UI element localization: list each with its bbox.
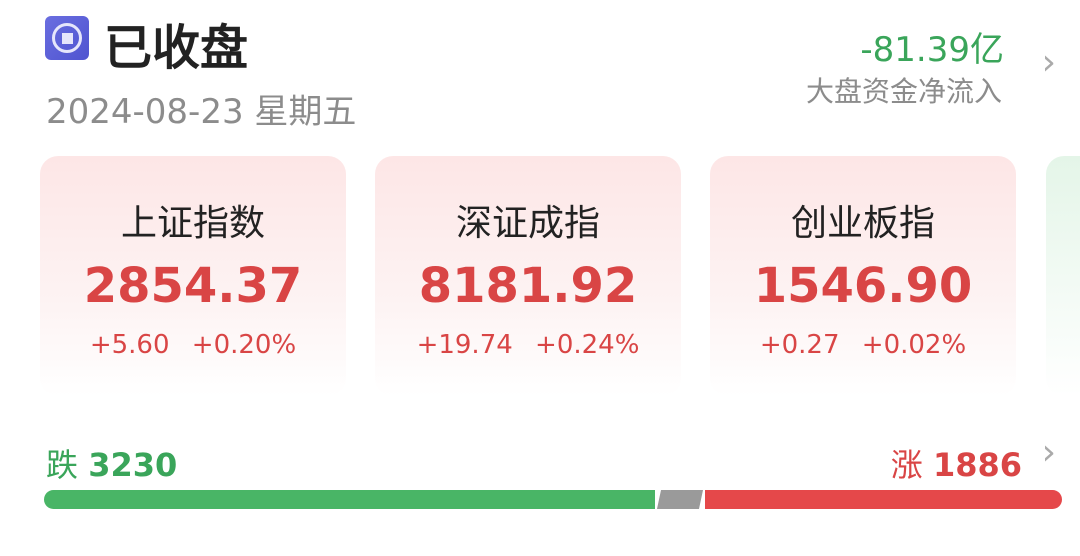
index-name: 创业板指: [790, 203, 935, 244]
fall-segment: [44, 490, 656, 509]
flat-segment: [657, 490, 704, 509]
index-percent: +0.24%: [535, 330, 640, 360]
market-status-title: 已收盘: [104, 20, 249, 76]
market-closed-icon: [45, 16, 89, 60]
index-card-shenzhen[interactable]: 深证成指 8181.92 +19.74 +0.24%: [375, 156, 681, 396]
rise-count[interactable]: 涨 1886: [891, 440, 1022, 486]
index-name: 上证指数: [120, 203, 265, 244]
fund-flow-label[interactable]: 大盘资金净流入: [805, 75, 1002, 108]
index-percent: +0.02%: [861, 330, 967, 360]
rise-segment: [705, 490, 1062, 509]
weekday-text: 星期五: [254, 92, 357, 132]
fall-count[interactable]: 跌 3230: [46, 440, 177, 486]
chevron-right-icon[interactable]: ›: [1041, 42, 1056, 83]
index-value: 2854.37: [83, 258, 303, 314]
index-percent: +0.20%: [191, 330, 297, 360]
fall-number: 3230: [88, 446, 178, 484]
index-card-chinext[interactable]: 创业板指 1546.90 +0.27 +0.02%: [710, 156, 1016, 396]
rise-number: 1886: [932, 446, 1022, 484]
fund-flow-value[interactable]: -81.39亿: [860, 30, 1004, 70]
trade-date: 2024-08-23 星期五: [46, 84, 356, 133]
date-text: 2024-08-23: [46, 92, 244, 132]
rise-label: 涨: [890, 446, 923, 484]
fall-label: 跌: [46, 446, 79, 484]
index-name: 深证成指: [455, 203, 600, 244]
index-card-shanghai[interactable]: 上证指数 2854.37 +5.60 +0.20%: [40, 156, 346, 396]
index-change: +0.27: [759, 330, 840, 360]
index-value: 8181.92: [418, 258, 638, 314]
index-card-next[interactable]: [1046, 156, 1080, 396]
breadth-bar: [44, 490, 1062, 509]
index-change: +19.74: [416, 330, 513, 360]
index-change: +5.60: [89, 330, 170, 360]
index-value: 1546.90: [753, 258, 973, 314]
chevron-right-icon[interactable]: ›: [1041, 432, 1056, 473]
